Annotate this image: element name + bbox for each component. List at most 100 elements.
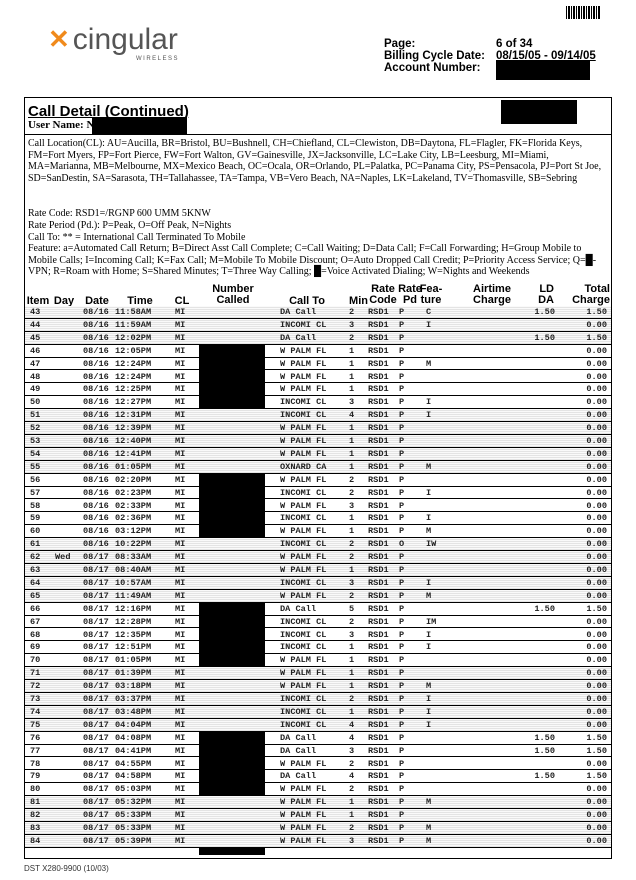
cell-call-to: OXNARD CA [280,461,327,472]
cell-rate-code: RSD1 [368,474,389,485]
cell-call-to: W PALM FL [280,565,327,575]
cell-time: 08:40AM [115,565,152,575]
cell-date: 08/17 [83,745,109,756]
cingular-jack-icon: ✕ [48,24,70,54]
cell-total-charge: 0.00 [586,539,607,550]
table-row: 74 08/17 03:48PM MI INCOMI CL 1 RSD1 P I 0.00 [25,705,611,719]
cell-item: 84 [30,835,41,846]
cell-call-to: W PALM FL [280,423,327,434]
cell-date: 08/17 [83,565,109,575]
cell-time: 11:59AM [115,319,152,330]
cell-rate-code: RSD1 [368,732,389,743]
table-row: 56 08/16 02:20PM MI W PALM FL 2 RSD1 P 0.00 [25,474,611,487]
cell-item: 66 [30,603,41,614]
cell-rate-pd: P [399,358,405,369]
cell-feature: M [426,823,432,833]
cell-time: 12:25PM [115,384,152,395]
cell-total-charge: 0.00 [586,835,607,846]
cell-date: 08/17 [83,590,109,601]
cell-min: 3 [349,745,355,756]
cell-call-to: INCOMI CL [280,616,327,627]
cell-rate-pd: P [399,719,405,730]
cell-time: 01:39PM [115,668,152,679]
cell-call-to: INCOMI CL [280,487,327,498]
cell-cl: MI [175,436,186,446]
cell-total-charge: 0.00 [586,526,607,537]
cell-min: 3 [349,835,355,846]
table-row: 71 08/17 01:39PM MI W PALM FL 1 RSD1 P 0.00 [25,667,611,681]
cell-cl: MI [175,397,186,408]
cell-call-to: INCOMI CL [280,539,327,550]
cell-item: 83 [30,823,41,833]
cell-time: 02:36PM [115,513,152,524]
cell-feature: I [426,694,432,704]
cell-cl: MI [175,784,186,795]
table-row: 70 08/17 01:05PM MI W PALM FL 1 RSD1 P 0.00 [25,654,611,668]
cell-total-charge: 1.50 [586,307,607,317]
cell-total-charge: 0.00 [586,371,607,382]
cell-rate-code: RSD1 [368,784,389,795]
cell-call-to: INCOMI CL [280,629,327,640]
cell-total-charge: 0.00 [586,810,607,821]
cell-rate-pd: P [399,345,405,356]
cell-rate-pd: P [399,745,405,756]
cell-item: 67 [30,616,41,627]
cell-item: 57 [30,487,41,498]
cell-time: 05:33PM [115,810,152,821]
cell-cl: MI [175,410,186,421]
cell-total-charge: 0.00 [586,397,607,408]
cell-item: 72 [30,681,41,692]
cell-item: 78 [30,758,41,769]
cell-time: 02:20PM [115,474,152,485]
cell-item: 64 [30,577,41,588]
cell-feature: M [426,681,432,692]
cell-time: 03:48PM [115,706,152,717]
cell-rate-pd: P [399,526,405,537]
redacted-user-name [92,117,187,135]
cell-total-charge: 0.00 [586,436,607,446]
cell-rate-pd: P [399,565,405,575]
cell-call-to: W PALM FL [280,552,327,563]
cell-call-to: INCOMI CL [280,642,327,653]
cell-feature: I [426,629,432,640]
cell-time: 05:33PM [115,823,152,833]
table-row: 66 08/17 12:16PM MI DA Call 5 RSD1 P 1.50 1.50 [25,603,611,616]
cell-date: 08/16 [83,423,109,434]
cell-rate-pd: P [399,835,405,846]
cell-date: 08/16 [83,539,109,550]
cell-rate-code: RSD1 [368,384,389,395]
cell-cl: MI [175,823,186,833]
cell-min: 1 [349,345,355,356]
cell-min: 2 [349,487,355,498]
column-header: Time [127,295,153,307]
cell-cl: MI [175,758,186,769]
cell-rate-code: RSD1 [368,694,389,704]
cell-min: 1 [349,642,355,653]
cell-min: 1 [349,384,355,395]
cell-feature: IM [426,616,437,627]
legend-rate-code: Rate Code: RSD1=/RGNP 600 UMM 5KNW [28,208,211,219]
redacted-account-number [496,60,590,80]
cell-min: 1 [349,461,355,472]
cell-date: 08/16 [83,410,109,421]
cell-date: 08/17 [83,732,109,743]
table-row: 55 08/16 01:05PM MI OXNARD CA 1 RSD1 P M 0.00 [25,460,611,474]
cell-rate-code: RSD1 [368,758,389,769]
cell-cl: MI [175,681,186,692]
cell-item: 81 [30,797,41,808]
cell-call-to: W PALM FL [280,384,327,395]
cell-rate-code: RSD1 [368,706,389,717]
cell-item: 71 [30,668,41,679]
cell-min: 1 [349,810,355,821]
cell-item: 62 [30,552,41,563]
cell-time: 12:05PM [115,345,152,356]
cell-feature: I [426,642,432,653]
cell-min: 2 [349,758,355,769]
cell-rate-pd: P [399,629,405,640]
table-row: 60 08/16 03:12PM MI W PALM FL 1 RSD1 P M 0.00 [25,525,611,539]
cell-feature: I [426,487,432,498]
cell-cl: MI [175,668,186,679]
table-row: 80 08/17 05:03PM MI W PALM FL 2 RSD1 P 0.00 [25,783,611,797]
cell-date: 08/16 [83,345,109,356]
cell-time: 12:24PM [115,358,152,369]
